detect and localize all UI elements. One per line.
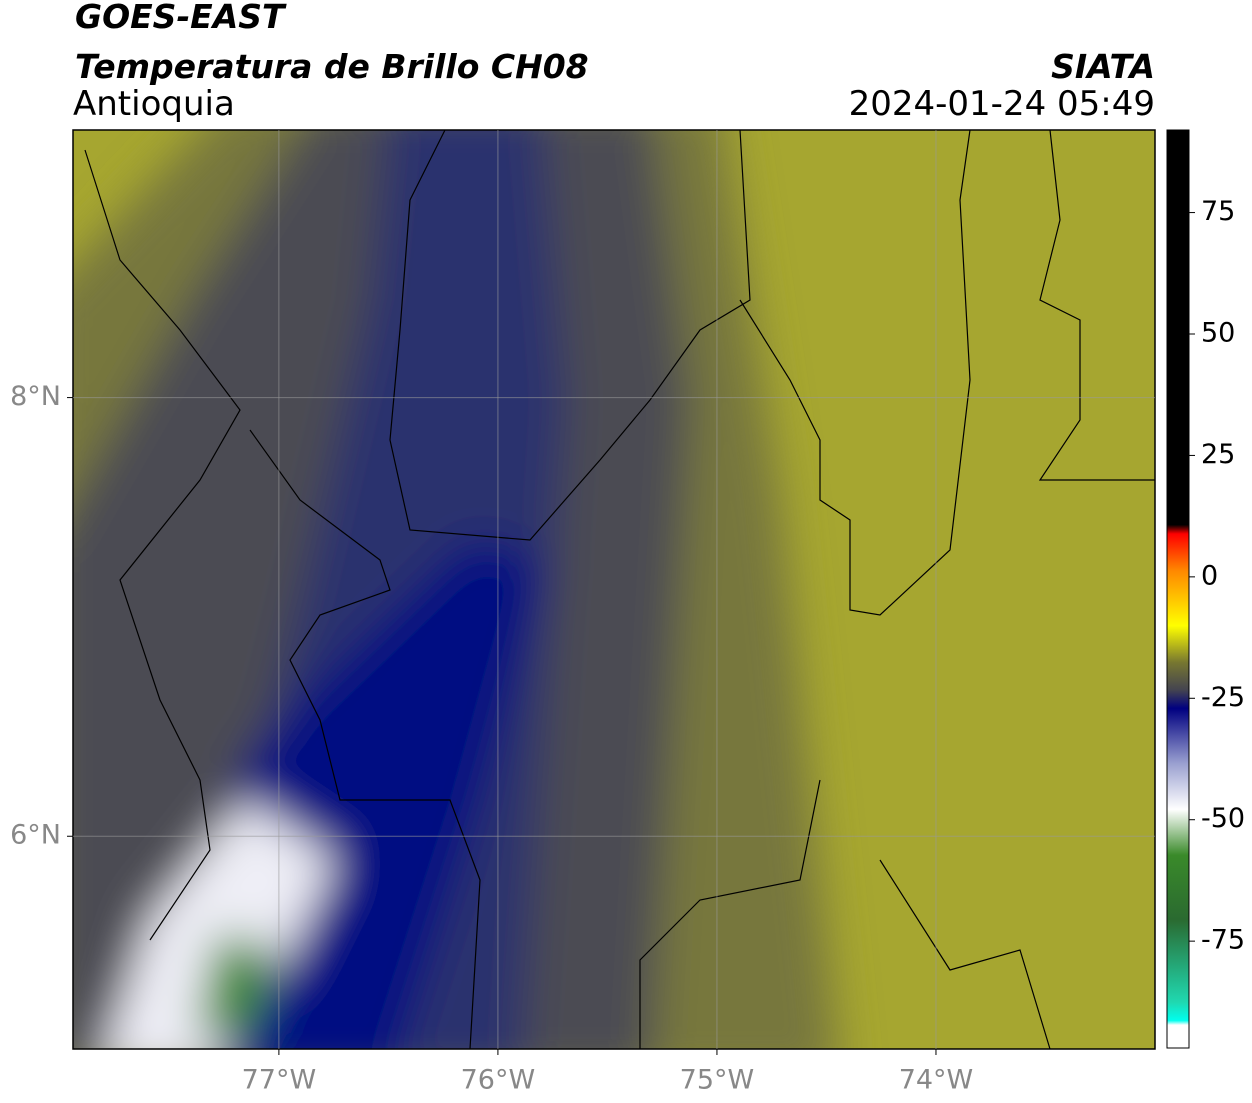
colorbar-tick-label: -50: [1201, 803, 1245, 834]
title: GOES-EAST: [75, 0, 287, 36]
y-tick-label: 8°N: [10, 381, 61, 412]
datetime: 2024-01-24 05:49: [849, 84, 1155, 124]
y-tick-label: 6°N: [10, 820, 61, 851]
colorbar-tick-label: 75: [1201, 196, 1235, 227]
region: Antioquia: [73, 84, 235, 124]
colorbar-tick-label: 25: [1201, 439, 1235, 470]
boundaries: [84, 130, 1155, 1049]
x-tick-label: 77°W: [242, 1065, 317, 1096]
plot-frame: [72, 129, 1156, 1050]
x-tick-label: 75°W: [680, 1065, 755, 1096]
colorbar: [1166, 129, 1190, 1049]
subtitle: Temperatura de Brillo CH08: [75, 47, 589, 86]
colorbar-tick-label: -25: [1201, 682, 1245, 713]
satellite-image: [73, 130, 1155, 1049]
source: SIATA: [1051, 47, 1155, 86]
colorbar-tick-label: 0: [1201, 560, 1218, 591]
colorbar-tick-label: 50: [1201, 318, 1235, 349]
x-tick-label: 74°W: [899, 1065, 974, 1096]
colorbar-tick-label: -75: [1201, 925, 1245, 956]
x-tick-label: 76°W: [461, 1065, 536, 1096]
